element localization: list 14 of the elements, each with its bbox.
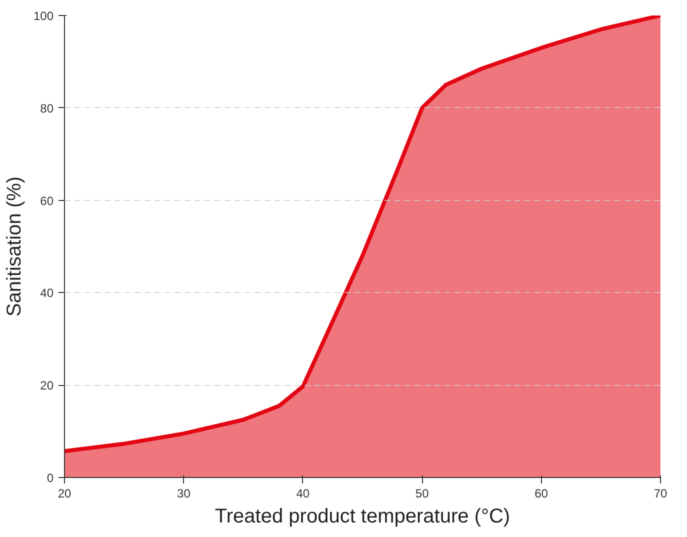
- x-axis-title: Treated product temperature (°C): [214, 506, 510, 528]
- y-tick-label: 0: [46, 471, 54, 485]
- x-tick-label: 20: [58, 486, 72, 500]
- y-tick-label: 20: [40, 378, 54, 393]
- x-tick-label: 50: [415, 486, 430, 500]
- y-axis-title: Sanitisation (%): [3, 176, 26, 317]
- x-tick-label: 40: [296, 486, 310, 500]
- y-tick-label: 40: [40, 286, 54, 300]
- y-tick-label: 60: [40, 194, 54, 208]
- y-tick-label: 80: [40, 101, 54, 116]
- x-tick-label: 60: [534, 486, 548, 500]
- x-tick-label: 30: [177, 486, 191, 500]
- y-tick-label: 100: [33, 9, 54, 23]
- x-tick-label: 70: [654, 486, 668, 500]
